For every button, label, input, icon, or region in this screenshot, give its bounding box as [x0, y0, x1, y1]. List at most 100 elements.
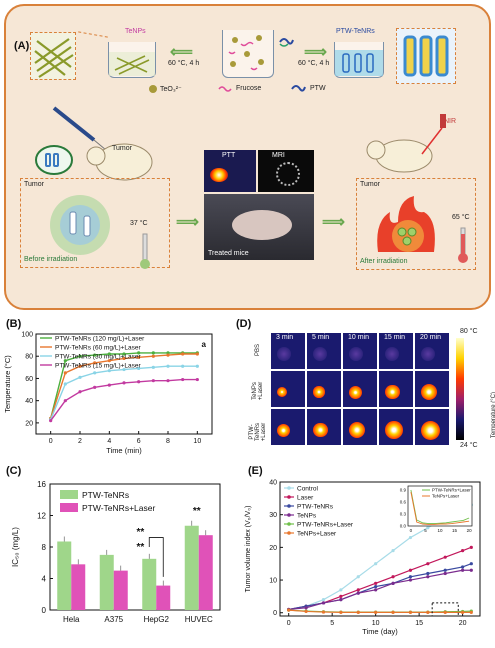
tenps-mesh-icon: [34, 38, 74, 78]
thermal-cell: [270, 332, 306, 370]
x-tick-label: 2: [78, 438, 82, 445]
data-point: [426, 562, 430, 566]
panel-d-label: (D): [236, 318, 252, 330]
tenps-beaker-content: [109, 52, 155, 76]
time-label: 15 min: [384, 334, 406, 341]
data-point: [469, 562, 473, 566]
series-line: [288, 609, 472, 614]
inset-frame: [407, 485, 473, 527]
plot-frame: [279, 481, 481, 617]
category-label: Hela: [63, 615, 80, 624]
data-point: [195, 352, 199, 356]
data-point: [443, 610, 447, 615]
row-label: PBS: [255, 344, 261, 357]
data-point: [137, 380, 141, 384]
legend-entry: Control: [297, 486, 319, 493]
thermal-image-grid: 3 min 5 min 10 min 15 min 20 min PBS TeNPs +La…: [248, 328, 495, 458]
data-point: [461, 568, 465, 572]
y-tick-label: 0: [273, 610, 277, 617]
legend-entry: PTW-TeNRs (30 mg/L)+Laser: [55, 354, 142, 361]
before-label: Before irradiation: [24, 256, 78, 263]
x-axis-label: Time (min): [106, 446, 142, 455]
data-point: [287, 608, 291, 612]
nir-mouse-illustration: [366, 114, 446, 173]
precursor-mix: [228, 35, 264, 71]
y-tick-label: 40: [25, 398, 33, 405]
series-line: [288, 569, 472, 611]
significance-bracket: [148, 537, 164, 577]
tumor-inner-left: Tumor: [24, 181, 44, 188]
data-point: [443, 555, 447, 559]
y-tick-label: 10: [269, 578, 277, 585]
data-point: [151, 354, 155, 358]
hot-spot: [277, 347, 291, 361]
legend-entry: PTW-TeNRs: [82, 490, 129, 500]
data-point: [166, 353, 170, 357]
cond-right: 60 °C, 4 h: [298, 60, 330, 67]
data-point: [137, 351, 141, 355]
data-point: [408, 568, 413, 572]
frucose-icon: [218, 86, 232, 92]
data-point: [78, 354, 82, 358]
data-point: [469, 568, 473, 572]
y-tick-label: 100: [21, 332, 33, 339]
hot-spot: [277, 423, 290, 437]
before-box: [20, 178, 170, 268]
data-point: [321, 610, 326, 614]
color-scale-bar: [456, 338, 464, 440]
hot-spot: [349, 385, 362, 399]
bar: [156, 585, 171, 610]
tumor-cell-cold: [50, 195, 110, 255]
inset-x-tick-label: 20: [467, 528, 473, 533]
right-arrow-icon: ⟹: [304, 44, 327, 61]
data-point: [195, 377, 199, 382]
hot-spot: [349, 422, 365, 438]
thermal-cell: [414, 408, 450, 446]
ptw-title: PTW-TeNRs: [336, 28, 375, 35]
thermal-cell: [378, 408, 414, 446]
data-point: [469, 610, 473, 615]
thermometer-cold-icon: [140, 233, 150, 269]
hot-spot: [385, 421, 403, 439]
mri-image: [258, 150, 314, 192]
y-axis-label: Temperature (°C): [3, 355, 12, 413]
inset-y-tick-label: 0.3: [400, 512, 407, 517]
ptt-label: PTT: [222, 152, 236, 159]
x-tick-label: 6: [137, 438, 141, 445]
ptt-image: [204, 150, 256, 192]
hot-spot: [349, 347, 363, 361]
x-tick-label: 10: [372, 620, 380, 627]
data-point: [78, 364, 82, 368]
inset-y-tick-label: 0.0: [400, 524, 407, 529]
chart-c-ic50: 0 4 8 12 16 IC₅₀ (mg/L) Hela A375 HepG2 HUVEC PTW-…: [11, 480, 221, 624]
data-point: [63, 382, 67, 386]
injection-mouse-illustration: [35, 106, 153, 181]
data-point: [408, 535, 413, 540]
data-point: [151, 365, 155, 369]
thermal-cell: [270, 370, 306, 408]
significance-mark: **: [136, 542, 144, 553]
hot-spot: [313, 422, 328, 438]
inset-y-tick-label: 0.9: [400, 488, 407, 493]
inset-x-tick-label: 15: [452, 528, 458, 533]
y-tick-label: 40: [269, 480, 277, 487]
significance-mark: **: [136, 527, 144, 538]
data-point: [426, 610, 430, 615]
data-point: [122, 352, 126, 356]
thermal-cell: [270, 408, 306, 446]
tenps-zoom-box: [30, 32, 76, 80]
data-point: [63, 371, 67, 375]
inset-x-tick-label: 10: [437, 528, 443, 533]
x-tick-label: 20: [459, 620, 467, 627]
tenps-beaker: [108, 42, 156, 78]
bar: [113, 570, 128, 610]
x-tick-label: 8: [166, 438, 170, 445]
inset-series-line: [410, 489, 470, 525]
data-point: [374, 581, 378, 585]
legend-entry: TeNPs: [297, 513, 317, 520]
after-label: After irradiation: [360, 258, 408, 265]
y-tick-label: 4: [42, 575, 47, 584]
series-line: [50, 378, 198, 422]
chart-e-tumor-volume: 0 5 10 15 20 0 10 20 30 40 Time (day) Tumor volume …: [245, 480, 481, 636]
data-point: [304, 606, 308, 610]
